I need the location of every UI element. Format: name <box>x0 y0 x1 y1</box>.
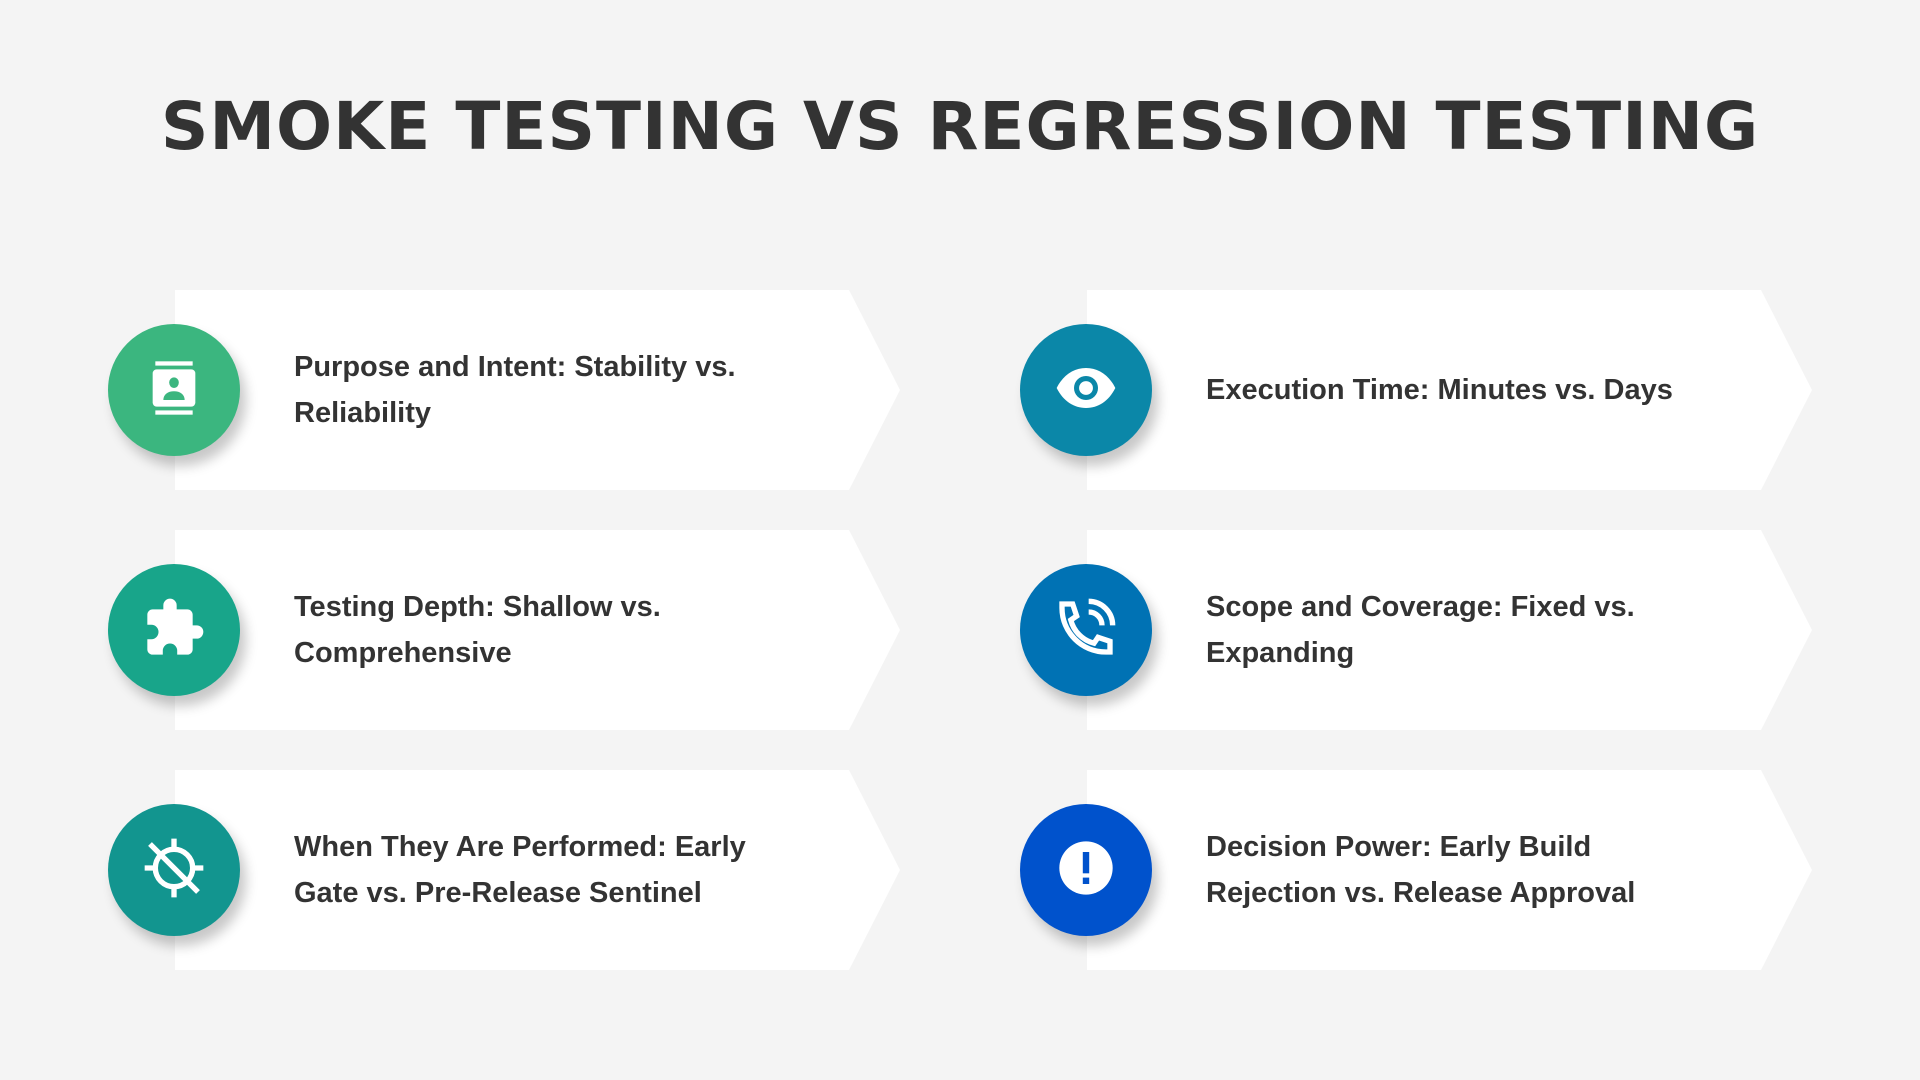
card-arrow-shape <box>175 290 900 490</box>
comparison-card: Decision Power: Early Build Rejection vs… <box>1020 770 1812 970</box>
gps-off-icon <box>142 836 206 904</box>
gps-off-badge <box>108 804 240 936</box>
contact-card-badge <box>108 324 240 456</box>
card-label: Scope and Coverage: Fixed vs. Expanding <box>1206 591 1635 669</box>
comparison-card: Scope and Coverage: Fixed vs. Expanding <box>1020 530 1812 730</box>
phone-in-talk-icon <box>1054 596 1118 664</box>
card-arrow-shape <box>175 770 900 970</box>
comparison-card: When They Are Performed: Early Gate vs. … <box>108 770 900 970</box>
card-arrow-shape <box>1087 290 1812 490</box>
phone-in-talk-badge <box>1020 564 1152 696</box>
comparison-card: Execution Time: Minutes vs. Days <box>1020 290 1812 490</box>
contact-card-icon <box>142 356 206 424</box>
page-title: SMOKE TESTING VS REGRESSION TESTING <box>160 88 1760 165</box>
card-label: Execution Time: Minutes vs. Days <box>1206 374 1673 406</box>
card-arrow-shape <box>175 530 900 730</box>
card-arrow-shape <box>1087 530 1812 730</box>
eye-icon <box>1054 356 1118 424</box>
card-label: Purpose and Intent: Stability vs. Reliab… <box>294 351 736 429</box>
puzzle-badge <box>108 564 240 696</box>
alert-circle-badge <box>1020 804 1152 936</box>
eye-badge <box>1020 324 1152 456</box>
card-arrow-shape <box>1087 770 1812 970</box>
card-label: Decision Power: Early Build Rejection vs… <box>1206 831 1636 909</box>
card-label: When They Are Performed: Early Gate vs. … <box>294 831 746 909</box>
puzzle-icon <box>142 596 206 664</box>
alert-circle-icon <box>1054 836 1118 904</box>
comparison-card: Purpose and Intent: Stability vs. Reliab… <box>108 290 900 490</box>
card-label: Testing Depth: Shallow vs. Comprehensive <box>294 591 661 669</box>
comparison-card: Testing Depth: Shallow vs. Comprehensive <box>108 530 900 730</box>
